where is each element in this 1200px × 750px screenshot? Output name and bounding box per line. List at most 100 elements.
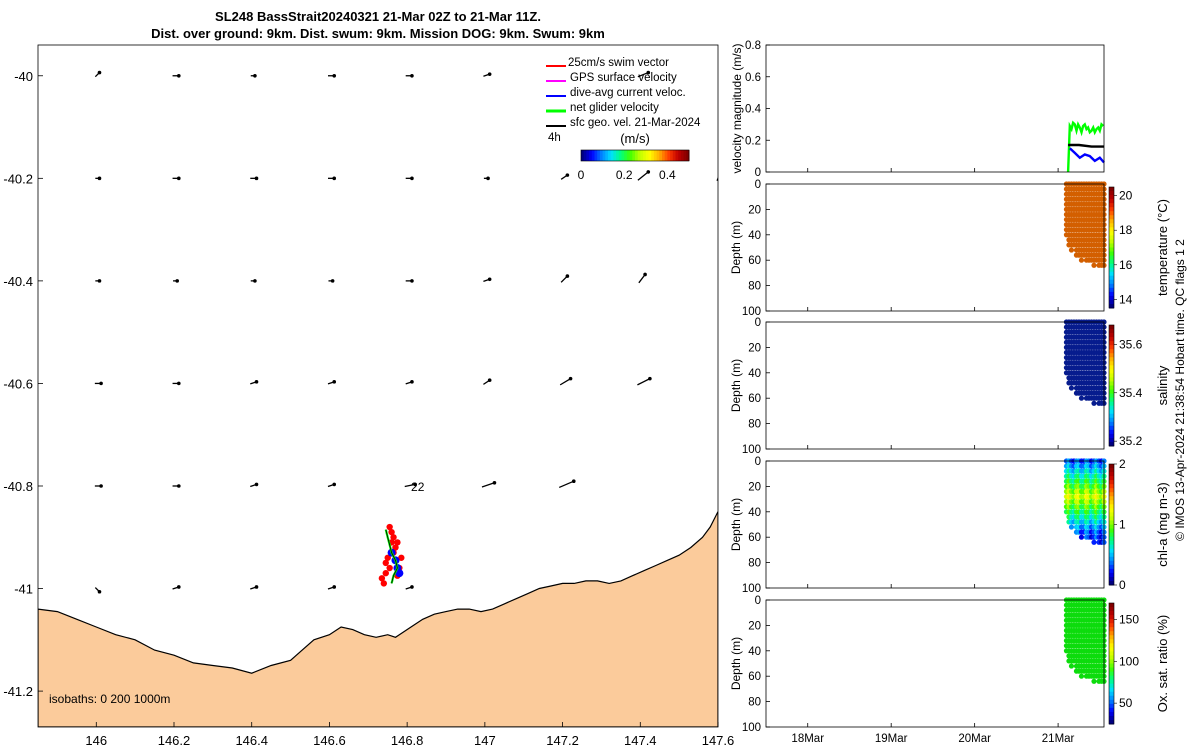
speed-colorbar-cell (602, 150, 606, 161)
panel-y-tick-label: 0 (755, 179, 761, 191)
panel-colorbar-cell (1109, 195, 1114, 200)
isobath-label: isobaths: 0 200 1000m (49, 692, 170, 706)
geo-vector (637, 171, 649, 181)
speed-colorbar-cell (675, 150, 679, 161)
legend-entry-net: net glider velocity (570, 102, 659, 114)
panel-chl-a: 0 20 40 60 80 100 Depth (m) 2 1 0 chl-a (mg m-3) (729, 456, 1170, 595)
footer-credit: © IMOS 13-Apr-2024 21:38:54 Hobart time.… (1173, 239, 1187, 541)
profile-sample (1091, 539, 1097, 545)
map-x-tick-label: 146.4 (235, 733, 268, 748)
geo-vector-head (410, 380, 414, 384)
map-panel: 146 146.2 146.4 146.6 146.8 147 147.2 147.4 147.… (3, 44, 734, 748)
panel-colorbar-tick-label: 20 (1119, 189, 1133, 203)
panel-colorbar-cell (1109, 401, 1114, 407)
panel-colorbar-cell (1109, 552, 1114, 558)
panel-colorbar-tick-label: 150 (1119, 613, 1139, 627)
panel-colorbar-cell (1109, 239, 1114, 244)
legend-entry-dive: dive-avg current veloc. (570, 87, 686, 99)
tasmania-land (38, 511, 718, 727)
profile-sample (1078, 395, 1085, 401)
panel-colorbar-cell (1109, 512, 1114, 517)
swim-vector-mark (380, 580, 388, 587)
profile-sample (1091, 678, 1097, 684)
panel-colorbar-cell (1109, 516, 1114, 521)
panel-colorbar-cell (1109, 691, 1114, 697)
swim-vector-mark (394, 539, 401, 546)
panel-colorbar-cell (1109, 333, 1114, 338)
geo-vector-head (487, 277, 492, 282)
map-y-tick-label: -41 (14, 582, 33, 597)
panel-colorbar-cell (1109, 536, 1114, 542)
geo-vector-head (332, 585, 337, 589)
geo-vector-head (97, 589, 102, 594)
panel-colorbar-cell (1109, 337, 1114, 342)
map-x-tick-label: 147 (474, 733, 496, 748)
panel-colorbar-cell (1109, 275, 1114, 281)
panel-y-tick-label: 100 (742, 306, 761, 318)
geo-vector-head (410, 585, 414, 589)
panel-colorbar-cell (1109, 683, 1114, 689)
speed-colorbar-cell (662, 150, 666, 161)
figure-title-line1: SL248 BassStrait20240321 21-Mar 02Z to 2… (215, 9, 541, 24)
panel-colorbar-cell (1109, 299, 1114, 305)
panel-y-tick-label: 40 (748, 368, 761, 380)
panel-colorbar-cell (1109, 711, 1114, 717)
panel-colorbar-tick-label: 35.2 (1119, 434, 1143, 448)
panel-colorbar-cell (1109, 476, 1114, 481)
geo-vector-head (253, 73, 257, 78)
speed-colorbar-cell (651, 150, 655, 161)
panel-colorbar-cell (1109, 425, 1114, 431)
panel-colorbar-cell (1109, 643, 1114, 648)
panel-colorbar-cell (1109, 500, 1114, 505)
dive-current-mark (395, 569, 404, 578)
panel-colorbar-cell (1109, 480, 1114, 485)
speed-colorbar-frame (580, 149, 690, 162)
geo-vector-head (487, 378, 492, 383)
speed-colorbar-cell (678, 150, 682, 161)
speed-colorbar-cell (643, 150, 647, 161)
panel-colorbar-cell (1109, 520, 1114, 525)
speed-colorbar-cell (599, 150, 604, 161)
panel-colorbar-cell (1109, 393, 1114, 399)
panel-salinity: 0 20 40 60 80 100 Depth (m) 35.6 35.4 35.2 salinit… (729, 317, 1170, 456)
geo-vector-head (177, 585, 181, 589)
geo-vector-head (97, 279, 102, 283)
speed-colorbar-cell (629, 150, 633, 161)
panel-colorbar-cell (1109, 532, 1114, 538)
panel-colorbar-cell (1109, 580, 1114, 586)
panel-colorbar-cell (1109, 227, 1114, 232)
panel-colorbar-cell (1109, 349, 1114, 354)
speed-colorbar-cell (632, 150, 636, 161)
panel-colorbar-tick-label: 50 (1119, 696, 1133, 710)
geo-vector-head (97, 176, 102, 181)
speed-colorbar-cell (610, 150, 614, 161)
speed-colorbar-cell (618, 150, 622, 161)
panel-axes-box (765, 321, 1105, 450)
velocity-series-dive (1068, 147, 1105, 164)
panel-y-tick-label: 60 (748, 671, 761, 683)
speed-colorbar (580, 149, 690, 162)
speed-colorbar-cell (591, 150, 595, 161)
panel-colorbar-cell (1109, 295, 1114, 301)
panel-y-tick-label: 80 (748, 558, 761, 570)
geo-vector-head (332, 482, 337, 487)
panel-colorbar-cell (1109, 540, 1114, 546)
geo-vector (637, 378, 651, 386)
panel-colorbar-cell (1109, 576, 1114, 582)
panel-colorbar-cell (1109, 389, 1114, 395)
panel-colorbar-cell (1109, 504, 1114, 509)
swim-vector-mark (378, 575, 386, 582)
panel-colorbar-cell (1109, 603, 1114, 608)
panel-y-tick-label: 0 (755, 317, 761, 329)
panel-colorbar-cell (1109, 707, 1114, 713)
map-y-tick-label: -41.2 (3, 684, 33, 699)
map-x-tick-label: 146.2 (158, 733, 191, 748)
panel-colorbar-cell (1109, 413, 1114, 419)
panel-colorbar-cell (1109, 219, 1114, 224)
panel-colorbar-cell (1109, 615, 1114, 620)
panel-colorbar-cell (1109, 715, 1114, 721)
panel-colorbar-cell (1109, 627, 1114, 632)
panel-y-tick-label: 80 (748, 419, 761, 431)
speed-colorbar-cell (616, 150, 620, 161)
panel-colorbar-cell (1109, 695, 1114, 701)
